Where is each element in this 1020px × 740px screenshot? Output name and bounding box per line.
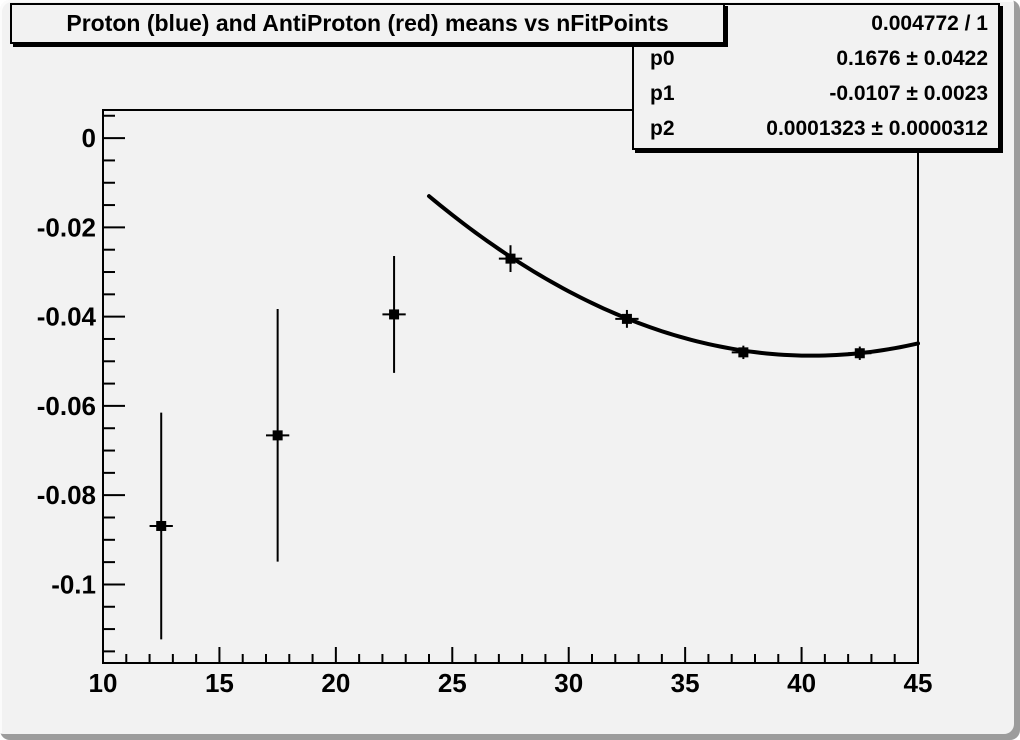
x-tick-label: 15 — [205, 668, 234, 698]
p1-value: -0.0107 ± 0.0023 — [829, 81, 988, 105]
y-tick-label: -0.02 — [37, 212, 96, 242]
x-tick-label: 40 — [787, 668, 816, 698]
plot-title: Proton (blue) and AntiProton (red) means… — [66, 10, 669, 36]
y-tick-label: -0.1 — [51, 569, 96, 599]
data-point-marker — [389, 309, 400, 320]
y-tick-label: -0.08 — [37, 480, 96, 510]
data-point-marker — [272, 430, 283, 441]
y-tick-label: -0.06 — [37, 391, 96, 421]
p2-value: 0.0001323 ± 0.0000312 — [766, 116, 988, 140]
y-tick-label: -0.04 — [37, 302, 97, 332]
x-tick-label: 30 — [554, 668, 583, 698]
data-point-marker — [156, 520, 167, 531]
stats-row-p2: p2 0.0001323 ± 0.0000312 — [650, 111, 988, 146]
x-tick-label: 20 — [321, 668, 350, 698]
stats-row-p0: p0 0.1676 ± 0.0422 — [650, 42, 988, 77]
plot-frame — [102, 109, 919, 664]
chi2-value: 0.004772 / 1 — [871, 12, 988, 36]
x-tick-label: 10 — [89, 668, 118, 698]
x-tick-label: 35 — [671, 668, 700, 698]
p0-label: p0 — [650, 47, 675, 71]
p2-label: p2 — [650, 116, 675, 140]
fit-curve — [427, 194, 920, 358]
stats-row-chi2: 0.004772 / 1 — [650, 7, 988, 42]
stats-box[interactable]: 0.004772 / 1 p0 0.1676 ± 0.0422 p1 -0.01… — [632, 3, 1000, 150]
p0-value: 0.1676 ± 0.0422 — [836, 47, 988, 71]
x-tick-label: 25 — [438, 668, 467, 698]
p1-label: p1 — [650, 81, 675, 105]
x-tick-label: 45 — [904, 668, 933, 698]
stats-row-p1: p1 -0.0107 ± 0.0023 — [650, 77, 988, 112]
title-box[interactable]: Proton (blue) and AntiProton (red) means… — [10, 3, 725, 44]
y-tick-label: 0 — [82, 123, 96, 153]
